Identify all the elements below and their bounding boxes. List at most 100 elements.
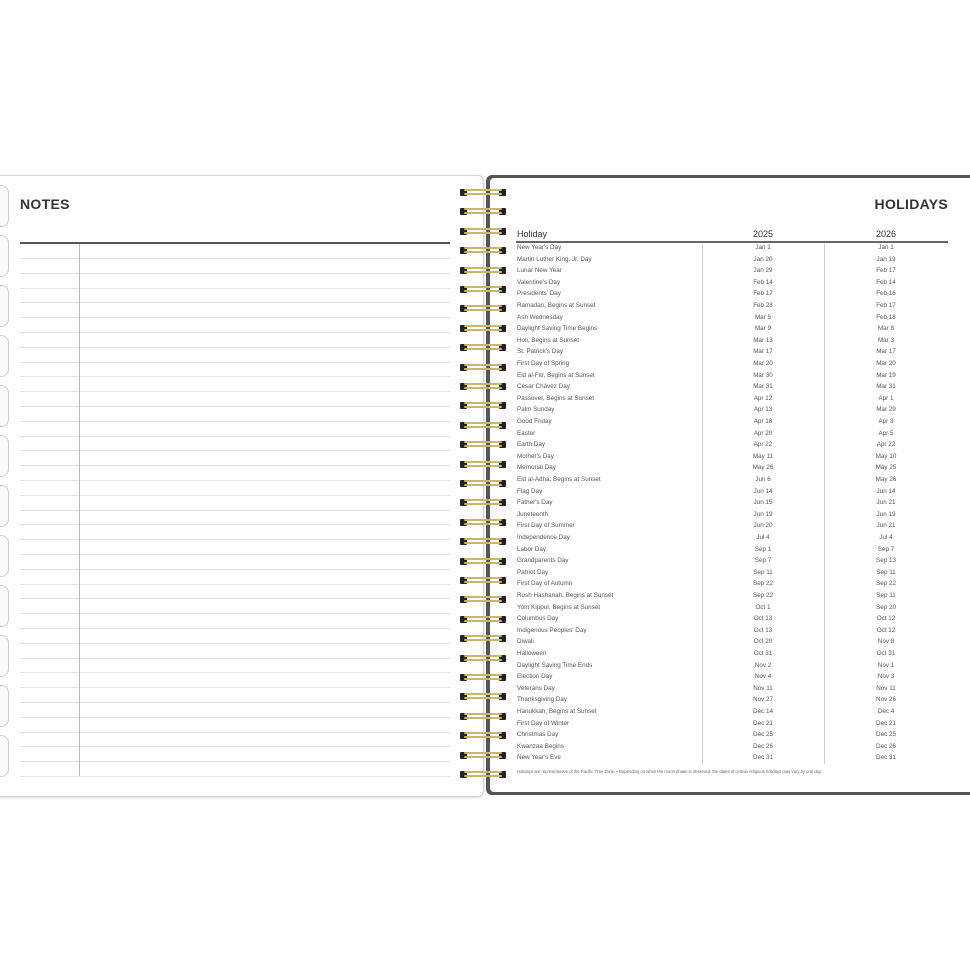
spiral-ring (460, 304, 506, 313)
date-2025: Jun 19 (753, 510, 773, 518)
date-2025: Oct 13 (753, 626, 773, 634)
notes-page (0, 175, 484, 797)
holiday-name: Ash Wednesday (517, 313, 563, 321)
notes-line (20, 672, 450, 674)
holiday-name: Veterans Day (517, 684, 555, 692)
date-2026: Dec 26 (876, 742, 896, 750)
holiday-name: Martin Luther King, Jr. Day (517, 255, 592, 263)
date-2026: Feb 14 (876, 278, 896, 286)
table-row: Daylight Saving Time Ends Nov 2 Nov 1 (0, 660, 970, 671)
holiday-name: First Day of Autumn (517, 580, 573, 588)
date-2025: Dec 14 (753, 708, 773, 715)
table-row: Lunar New Year Jan 29 Feb 17 (0, 265, 970, 276)
header-divider (516, 241, 948, 243)
table-row: First Day of Summer Jun 20 Jun 21 (0, 520, 970, 531)
notes-line (20, 332, 450, 333)
holiday-name: Easter (517, 429, 536, 437)
date-2026: Feb 17 (876, 267, 896, 275)
holiday-name: Good Friday (517, 418, 552, 425)
table-row: Easter Apr 20 Apr 5 (0, 428, 970, 439)
date-2026: Nov 3 (877, 673, 895, 681)
spiral-ring (460, 692, 506, 701)
holiday-name: New Year's Day (517, 244, 562, 251)
holiday-name: First Day of Winter (517, 719, 570, 727)
spiral-ring (460, 634, 506, 643)
holiday-name: Palm Sunday (517, 406, 555, 414)
spiral-ring (460, 615, 506, 624)
column-header-holiday: Holiday (517, 229, 548, 239)
spiral-ring (460, 557, 506, 566)
spiral-ring (460, 401, 506, 410)
date-2026: Feb 18 (876, 313, 896, 321)
holiday-name: Halloween (517, 650, 547, 657)
holiday-name: Kwanzaa Begins (517, 742, 564, 750)
spiral-ring (460, 246, 506, 255)
holiday-name: St. Patrick's Day (517, 348, 563, 356)
holiday-name: Ramadan, Begins at Sunset (517, 302, 596, 309)
divider (20, 242, 450, 244)
spiral-ring (460, 421, 506, 430)
date-2025: Nov 4 (754, 673, 772, 681)
holiday-name: Patriot Day (517, 568, 549, 576)
notes-line (20, 716, 450, 718)
date-2025: Apr 18 (753, 418, 773, 425)
date-2025: Jan 1 (755, 244, 771, 251)
date-2026: Feb 17 (876, 302, 896, 309)
date-2026: Sep 13 (876, 557, 896, 565)
date-2026: May 10 (875, 452, 897, 460)
holiday-name: Eid al-Fitr, Begins at Sunset (517, 371, 595, 379)
holiday-name: Christmas Day (517, 731, 559, 739)
holiday-name: Election Day (517, 673, 553, 681)
spiral-ring (460, 207, 506, 216)
date-2025: Jun 6 (755, 476, 771, 483)
date-2025: Apr 13 (753, 406, 773, 414)
holiday-name: Thanksgiving Day (517, 696, 568, 704)
holiday-name: Daylight Saving Time Begins (517, 325, 598, 333)
holiday-name: Grandparents Day (517, 557, 569, 565)
table-row: Veterans Day Nov 11 Nov 11 (0, 683, 970, 694)
date-2025: Dec 25 (753, 731, 773, 739)
notes-line (20, 302, 450, 304)
date-2026: Oct 12 (876, 615, 896, 623)
date-2025: Mar 13 (753, 336, 773, 344)
date-2026: Nov 8 (877, 638, 895, 646)
date-2025: Feb 28 (753, 302, 773, 309)
date-2026: Apr 3 (878, 418, 894, 425)
table-row: Good Friday Apr 18 Apr 3 (0, 416, 970, 427)
table-row: New Year's Eve Dec 31 Dec 31 (0, 752, 970, 763)
table-row: Passover, Begins at Sunset Apr 12 Apr 1 (0, 393, 970, 404)
table-row: Palm Sunday Apr 13 Mar 29 (0, 404, 970, 415)
date-2026: Apr 1 (878, 394, 894, 402)
date-2025: Sep 1 (754, 545, 772, 553)
holiday-name: Presidents' Day (517, 290, 561, 298)
date-2025: Feb 14 (753, 278, 773, 286)
notes-line (20, 524, 450, 526)
date-2026: May 25 (875, 464, 897, 472)
holiday-name: First Day of Summer (517, 522, 575, 530)
date-2026: Mar 17 (876, 348, 896, 356)
spiral-ring (460, 188, 506, 197)
date-2026: Oct 31 (876, 650, 896, 657)
date-2026: Mar 20 (876, 360, 896, 367)
holiday-name: Columbus Day (517, 615, 559, 623)
notes-line (20, 657, 450, 659)
table-row: Holi, Begins at Sunset Mar 13 Mar 3 (0, 335, 970, 346)
notes-line (20, 746, 450, 748)
date-2026: Sep 11 (876, 568, 896, 576)
date-2026: Jan 1 (878, 244, 894, 251)
table-row: Patriot Day Sep 11 Sep 11 (0, 567, 970, 578)
date-2026: Apr 5 (878, 429, 894, 437)
table-row: Rosh Hashanah, Begins at Sunset Sep 22 Sep… (0, 590, 970, 601)
spiral-ring (460, 440, 506, 449)
date-2025: Sep 22 (753, 592, 773, 599)
notes-line (20, 287, 450, 289)
notes-line (20, 420, 450, 422)
date-2025: Sep 11 (753, 568, 773, 576)
holiday-name: Valentine's Day (517, 278, 561, 286)
spiral-ring (460, 751, 506, 760)
notes-line (20, 731, 450, 733)
spiral-ring (460, 382, 506, 391)
table-row: St. Patrick's Day Mar 17 Mar 17 (0, 346, 970, 357)
notes-line (20, 568, 450, 570)
table-row: Flag Day Jun 14 Jun 14 (0, 486, 970, 497)
